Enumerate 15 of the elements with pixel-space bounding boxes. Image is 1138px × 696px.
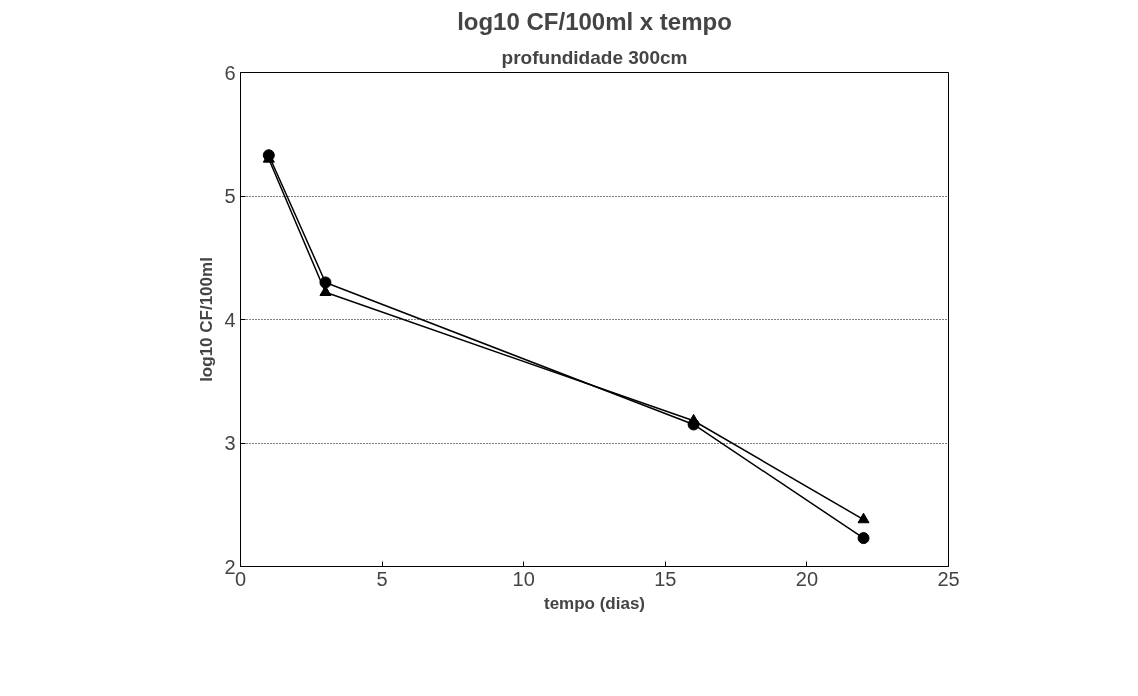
- y-axis-title: log10 CF/100ml: [197, 257, 217, 382]
- x-tick-label: 0: [234, 567, 247, 590]
- chart-title: log10 CF/100ml x tempo: [457, 7, 732, 35]
- y-tick-label: 6: [224, 61, 236, 84]
- y-tick-label: 4: [224, 308, 236, 331]
- chart-subtitle: profundidade 300cm: [501, 46, 688, 68]
- x-tick-label: 25: [937, 567, 960, 590]
- y-tick-label: 5: [224, 185, 236, 207]
- y-tick-label: 2: [224, 555, 236, 578]
- x-tick-label: 20: [795, 567, 819, 590]
- x-tick-label: 15: [654, 567, 677, 590]
- y-tick-label: 3: [224, 432, 236, 454]
- x-axis-title: tempo (dias): [543, 593, 646, 613]
- x-tick-label: 10: [512, 567, 535, 590]
- x-tick-label: 5: [376, 567, 388, 590]
